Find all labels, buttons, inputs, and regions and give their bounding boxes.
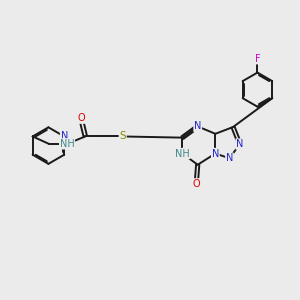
Text: S: S: [119, 131, 126, 142]
Text: N: N: [236, 139, 244, 149]
Text: N: N: [194, 122, 201, 131]
Text: N: N: [61, 131, 68, 142]
Text: N: N: [226, 153, 233, 163]
Text: O: O: [192, 179, 200, 189]
Text: F: F: [255, 54, 260, 64]
Text: NH: NH: [60, 139, 74, 149]
Text: O: O: [77, 113, 85, 123]
Text: NH: NH: [175, 148, 190, 158]
Text: N: N: [212, 148, 219, 158]
